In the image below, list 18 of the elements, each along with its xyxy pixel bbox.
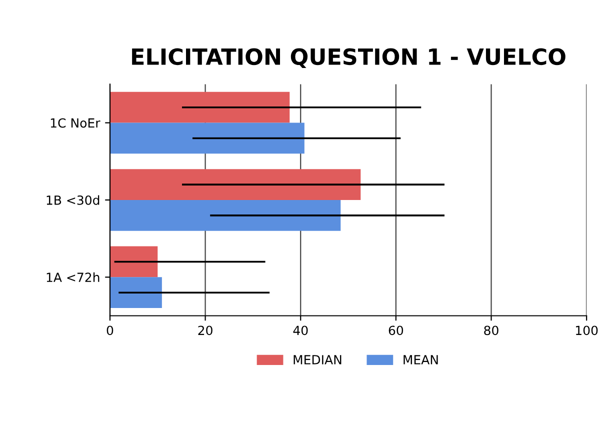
y-tick-label: 1C NoEr — [50, 118, 100, 128]
bar — [110, 277, 162, 308]
x-tick-label: 60 — [388, 326, 404, 336]
y-tick-label: 1B <30d — [46, 195, 100, 205]
chart-title: ELICITATION QUESTION 1 - VUELCO — [132, 48, 566, 68]
bar — [110, 246, 158, 278]
x-tick-label: 100 — [576, 326, 598, 336]
x-tick-label: 0 — [106, 326, 114, 336]
x-tick-label: 80 — [484, 326, 498, 336]
x-tick-label: 40 — [293, 326, 308, 336]
bar — [110, 200, 341, 231]
y-tick-label: 1A <72h — [46, 272, 100, 282]
bar — [110, 122, 304, 154]
legend-label: MEAN — [404, 355, 438, 364]
bar — [110, 169, 361, 200]
bar — [110, 92, 290, 123]
legend-label: MEDIAN — [294, 355, 342, 364]
x-tick-label: 20 — [198, 326, 212, 336]
